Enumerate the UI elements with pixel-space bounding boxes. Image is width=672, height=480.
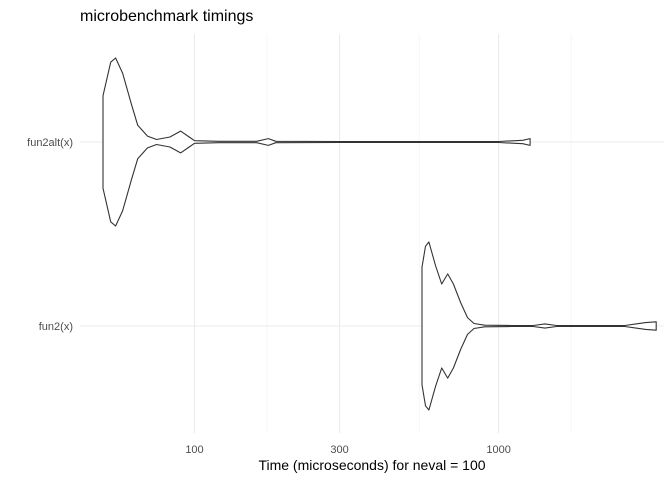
y-tick-label: fun2alt(x) [27, 137, 73, 149]
y-tick-label: fun2(x) [39, 321, 73, 333]
minor-gridlines [266, 34, 572, 433]
x-tick-label: 1000 [486, 444, 510, 456]
chart-title: microbenchmark timings [80, 8, 253, 25]
x-tick-label: 100 [185, 444, 203, 456]
violin-fun2alt-x [102, 57, 531, 227]
x-tick-labels: 100 300 1000 [185, 444, 511, 456]
x-axis-label: Time (microseconds) for neval = 100 [258, 457, 485, 473]
x-tick-label: 300 [330, 444, 348, 456]
y-tick-labels: fun2alt(x) fun2(x) [27, 137, 73, 333]
violins [102, 57, 657, 411]
violin-fun2-x [421, 241, 657, 411]
